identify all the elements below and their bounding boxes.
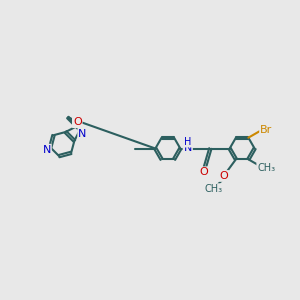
Text: CH₃: CH₃ bbox=[204, 184, 222, 194]
Text: O: O bbox=[73, 117, 82, 127]
Text: CH₃: CH₃ bbox=[257, 163, 275, 173]
Text: O: O bbox=[199, 167, 208, 177]
Text: N: N bbox=[184, 143, 192, 153]
Text: H: H bbox=[184, 137, 191, 147]
Text: N: N bbox=[43, 145, 51, 155]
Text: O: O bbox=[220, 171, 228, 181]
Text: N: N bbox=[78, 129, 87, 139]
Text: Br: Br bbox=[260, 125, 272, 135]
